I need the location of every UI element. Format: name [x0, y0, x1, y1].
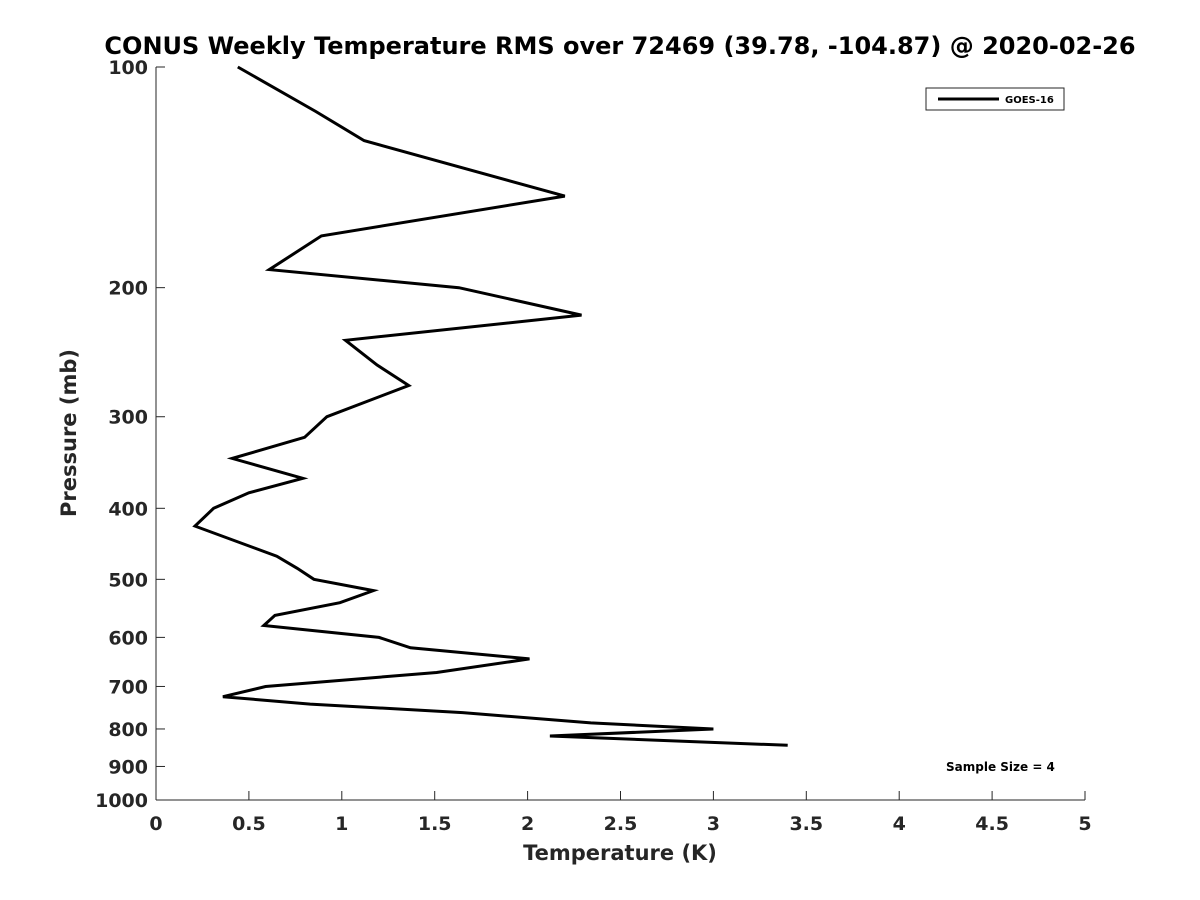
x-tick-label: 1	[335, 813, 348, 835]
y-tick-label: 800	[108, 719, 148, 741]
y-tick-label: 600	[108, 627, 148, 649]
series-layer	[192, 65, 788, 747]
y-tick-label: 300	[108, 407, 148, 429]
x-tick-label: 1.5	[418, 813, 452, 835]
legend-entry-goes-16: GOES-16	[1005, 95, 1054, 106]
y-tick-label: 500	[108, 569, 148, 591]
series-line-goes-16	[192, 65, 788, 747]
x-tick-label: 0	[149, 813, 162, 835]
x-tick-label: 2.5	[604, 813, 638, 835]
y-tick-label: 400	[108, 498, 148, 520]
x-tick-label: 0.5	[232, 813, 266, 835]
y-tick-label: 700	[108, 676, 148, 698]
x-tick-label: 3	[707, 813, 720, 835]
plot-area	[156, 67, 1085, 800]
y-tick-label: 100	[108, 57, 148, 79]
x-tick-label: 4	[893, 813, 906, 835]
y-tick-label: 1000	[95, 790, 148, 812]
y-tick-label: 200	[108, 278, 148, 300]
chart-title: CONUS Weekly Temperature RMS over 72469 …	[104, 32, 1135, 60]
y-tick-label: 900	[108, 756, 148, 778]
x-tick-label: 4.5	[975, 813, 1009, 835]
legend: GOES-16	[925, 87, 1065, 111]
y-axis-label: Pressure (mb)	[57, 349, 81, 517]
x-tick-label: 5	[1078, 813, 1091, 835]
sample-size-annotation: Sample Size = 4	[946, 760, 1055, 774]
x-tick-label: 2	[521, 813, 534, 835]
y-axis-ticks: 100 200 300 400 500 600 700 800 900 1000	[95, 57, 165, 812]
x-axis-label: Temperature (K)	[523, 841, 717, 865]
x-axis-ticks: 0 0.5 1 1.5 2 2.5 3 3.5 4 4.5 5	[149, 791, 1092, 835]
x-tick-label: 3.5	[789, 813, 823, 835]
